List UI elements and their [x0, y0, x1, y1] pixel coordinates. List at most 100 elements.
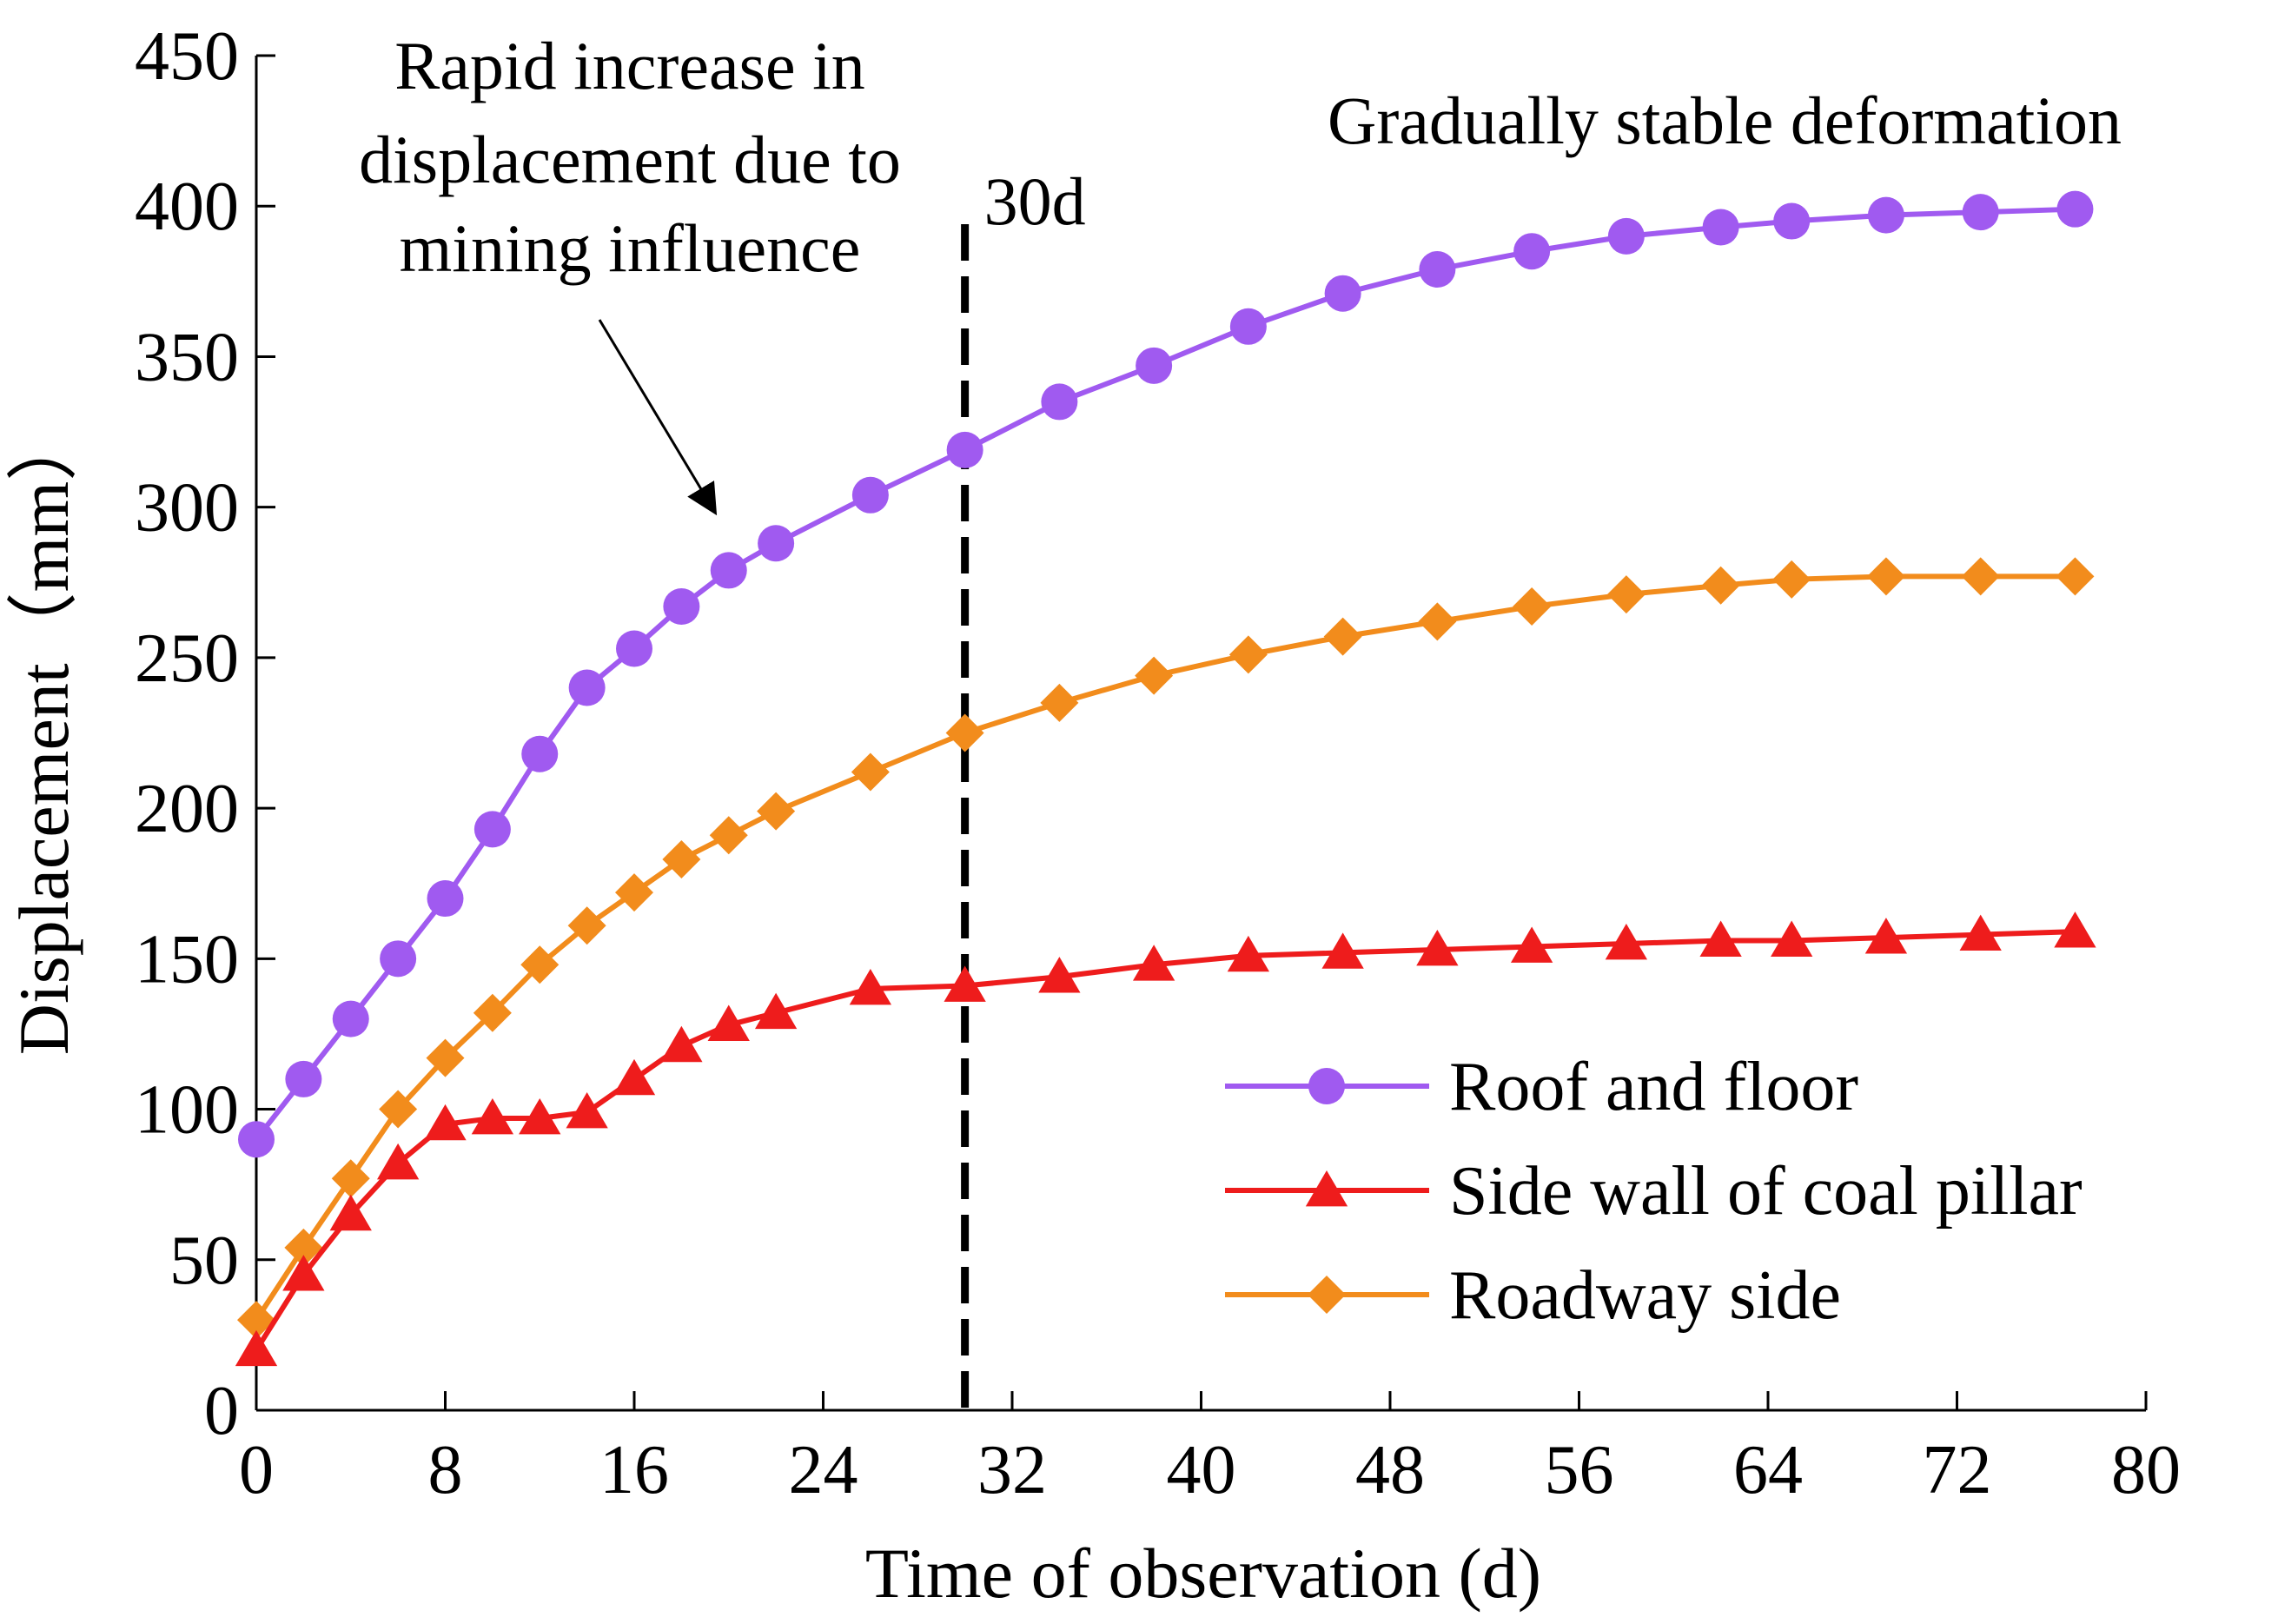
- x-tick-label: 48: [1355, 1432, 1425, 1508]
- data-point: [424, 1104, 467, 1141]
- x-tick-label: 40: [1167, 1432, 1236, 1508]
- x-tick-label: 32: [977, 1432, 1047, 1508]
- data-point: [1867, 196, 1904, 234]
- data-point: [380, 940, 417, 978]
- y-tick-label: 350: [135, 319, 239, 395]
- data-point: [1702, 209, 1739, 246]
- legend-box: [1199, 1038, 2181, 1351]
- data-point: [1135, 656, 1174, 695]
- data-point: [663, 587, 700, 625]
- series-roof-and-floor: [238, 190, 2094, 1158]
- data-point: [1228, 635, 1268, 674]
- data-point: [849, 968, 892, 1005]
- data-point: [1321, 932, 1364, 969]
- data-point: [473, 993, 512, 1032]
- legend-label: Roadway side: [1449, 1257, 1841, 1334]
- data-point: [235, 1329, 278, 1367]
- reference-line-30d: 30d: [961, 163, 1086, 1410]
- data-point: [1323, 617, 1362, 656]
- data-point: [520, 945, 560, 984]
- data-point: [1038, 957, 1081, 993]
- data-point: [471, 1097, 514, 1135]
- data-point: [566, 1092, 608, 1129]
- x-tick-label: 24: [789, 1432, 858, 1508]
- data-point: [376, 1143, 420, 1180]
- legend-item: Roof and floor: [1225, 1049, 1858, 1125]
- series-roadway-side: [237, 557, 2095, 1340]
- data-point: [1040, 683, 1079, 722]
- data-point: [1773, 202, 1811, 240]
- x-tick-label: 64: [1733, 1432, 1803, 1508]
- y-tick-label: 100: [135, 1072, 239, 1149]
- data-point: [473, 811, 511, 848]
- data-point: [1699, 920, 1742, 957]
- data-point: [1606, 575, 1646, 614]
- data-point: [613, 1058, 656, 1096]
- data-point: [1962, 194, 1999, 231]
- legend-marker: [1305, 1170, 1348, 1207]
- annotation-line-3: mining influence: [400, 210, 861, 286]
- x-tick-label: 16: [599, 1432, 669, 1508]
- legend-label: Roof and floor: [1449, 1049, 1858, 1125]
- annotation-line-2: displacement due to: [359, 122, 901, 197]
- data-point: [851, 752, 890, 792]
- data-point: [379, 1090, 418, 1129]
- data-point: [2054, 911, 2096, 948]
- data-point: [757, 792, 796, 831]
- data-point: [331, 1159, 370, 1198]
- x-tick-label: 8: [428, 1432, 463, 1508]
- data-point: [1961, 557, 2000, 596]
- data-point: [662, 840, 701, 879]
- y-tick-label: 250: [135, 620, 239, 697]
- y-tick-label: 400: [135, 169, 239, 245]
- data-point: [945, 713, 984, 752]
- data-point: [754, 992, 798, 1030]
- data-point: [519, 1097, 561, 1135]
- y-tick-label: 0: [204, 1373, 239, 1449]
- data-point: [944, 965, 986, 1002]
- legend-marker: [1308, 1276, 1346, 1314]
- y-tick-label: 300: [135, 470, 239, 547]
- data-point: [285, 1060, 322, 1097]
- y-tick-label: 150: [135, 921, 239, 998]
- y-ticks: 0 50 100 150 200 250 300 350 400 450: [135, 18, 275, 1449]
- data-point: [282, 1255, 325, 1291]
- y-tick-label: 200: [135, 771, 239, 847]
- y-axis-title: Displacement（mm）: [4, 410, 83, 1055]
- x-tick-label: 0: [239, 1432, 274, 1508]
- x-tick-label: 72: [1923, 1432, 1992, 1508]
- legend-marker: [1308, 1068, 1345, 1104]
- data-point: [237, 1301, 275, 1340]
- data-point: [709, 816, 748, 855]
- data-point: [1771, 920, 1813, 957]
- data-point: [1227, 935, 1270, 972]
- data-point: [1605, 924, 1648, 960]
- data-point: [427, 880, 464, 918]
- data-point: [2056, 557, 2095, 596]
- data-point: [1701, 566, 1740, 605]
- series-side-wall-of-coal-pillar: [235, 911, 2096, 1367]
- annotation-arrow: [598, 319, 718, 516]
- legend-item: Side wall of coal pillar: [1225, 1153, 2083, 1230]
- data-point: [1132, 945, 1175, 981]
- stable-deformation-annotation: Gradually stable deformation: [1328, 83, 2122, 158]
- legend-label: Side wall of coal pillar: [1449, 1153, 2083, 1230]
- x-tick-label: 56: [1545, 1432, 1614, 1508]
- data-point: [329, 1194, 372, 1231]
- x-tick-label: 80: [2111, 1432, 2181, 1508]
- legend: Roof and floor Side wall of coal pillar Ro…: [1199, 1038, 2181, 1351]
- data-point: [1864, 918, 1908, 954]
- data-point: [332, 1000, 369, 1037]
- y-tick-label: 450: [135, 18, 239, 95]
- data-point: [1513, 233, 1551, 270]
- data-point: [1959, 914, 2002, 951]
- data-point: [1416, 929, 1459, 966]
- data-point: [1136, 347, 1173, 384]
- series-layer: [235, 190, 2096, 1367]
- data-point: [1229, 308, 1267, 345]
- data-point: [946, 431, 983, 468]
- data-point: [615, 873, 653, 912]
- data-point: [707, 1004, 750, 1041]
- data-point: [710, 552, 747, 589]
